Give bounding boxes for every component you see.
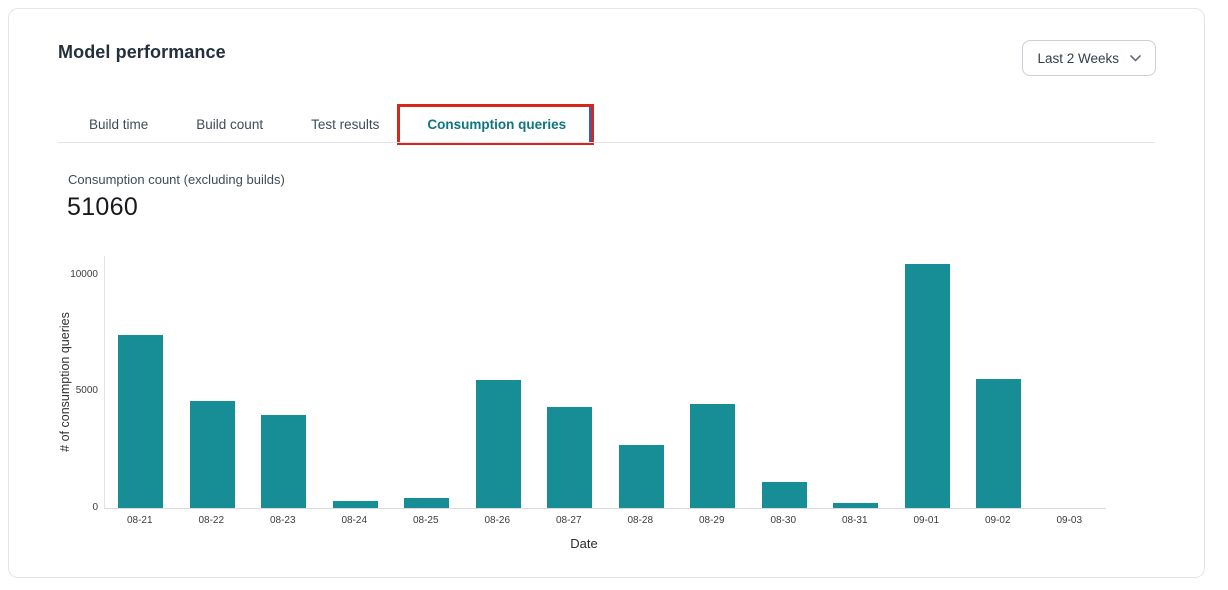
bar-slot bbox=[749, 256, 821, 508]
y-tick-label: 0 bbox=[92, 502, 98, 513]
x-tick-label: 08-24 bbox=[341, 515, 368, 526]
bar-slot bbox=[320, 256, 392, 508]
bar-08-22 bbox=[189, 400, 235, 508]
x-tick-label: 08-26 bbox=[484, 515, 511, 526]
x-tick-label: 08-31 bbox=[841, 515, 868, 526]
bar-08-21 bbox=[118, 335, 164, 508]
bar-08-23 bbox=[261, 414, 307, 508]
x-axis-title: Date bbox=[570, 536, 598, 551]
bar-08-30 bbox=[761, 481, 807, 508]
tab-build-count[interactable]: Build count bbox=[196, 116, 264, 132]
bar-chart-plot-area bbox=[104, 256, 1106, 509]
bar-09-01 bbox=[904, 264, 950, 508]
x-tick-labels: 08-21 08-22 08-23 08-24 08-25 08-26 08-27 08-28… bbox=[104, 515, 1105, 526]
bar-slot bbox=[105, 256, 177, 508]
bar-slot bbox=[177, 256, 249, 508]
y-tick-label: 10000 bbox=[70, 268, 98, 280]
bars bbox=[105, 256, 1106, 508]
x-tick-label: 08-25 bbox=[412, 515, 439, 526]
bar-slot bbox=[820, 256, 892, 508]
model-performance-card: Model performance Last 2 Weeks Build tim… bbox=[8, 8, 1205, 578]
x-tick-label: 08-21 bbox=[126, 515, 153, 526]
bar-08-24 bbox=[332, 501, 378, 508]
page-title: Model performance bbox=[58, 42, 226, 62]
y-tick-labels: 0 5000 10000 bbox=[9, 256, 98, 513]
tab-test-results[interactable]: Test results bbox=[311, 116, 380, 132]
x-tick-label: 08-28 bbox=[627, 515, 654, 526]
bar-08-27 bbox=[547, 406, 593, 508]
tabs: Build time Build count Test results Consump… bbox=[89, 103, 595, 145]
time-range-dropdown[interactable]: Last 2 Weeks bbox=[1022, 40, 1156, 76]
metric-label: Consumption count (excluding builds) bbox=[68, 172, 285, 187]
tab-build-time[interactable]: Build time bbox=[89, 116, 149, 132]
y-tick-label: 5000 bbox=[75, 385, 98, 397]
x-tick-label: 08-29 bbox=[698, 515, 725, 526]
bar-08-26 bbox=[475, 379, 521, 508]
bar-slot bbox=[463, 256, 535, 508]
chevron-down-icon bbox=[1130, 54, 1141, 62]
bar-slot bbox=[892, 256, 964, 508]
tabs-divider bbox=[58, 142, 1155, 143]
bar-slot bbox=[1035, 256, 1107, 508]
metric-value: 51060 bbox=[67, 193, 139, 221]
bar-slot bbox=[534, 256, 606, 508]
bar-slot bbox=[391, 256, 463, 508]
x-tick-label: 08-30 bbox=[770, 515, 797, 526]
bar-slot bbox=[677, 256, 749, 508]
bar-09-02 bbox=[976, 378, 1022, 508]
x-tick-label: 08-22 bbox=[198, 515, 225, 526]
bar-08-31 bbox=[833, 503, 879, 508]
annotation-highlight-box bbox=[397, 103, 595, 145]
x-tick-label: 09-03 bbox=[1056, 515, 1083, 526]
bar-slot bbox=[248, 256, 320, 508]
bar-slot bbox=[606, 256, 678, 508]
time-range-label: Last 2 Weeks bbox=[1037, 50, 1119, 66]
x-tick-label: 08-27 bbox=[555, 515, 582, 526]
x-tick-label: 09-01 bbox=[913, 515, 940, 526]
x-tick-label: 08-23 bbox=[269, 515, 296, 526]
bar-08-29 bbox=[690, 404, 736, 508]
bar-08-28 bbox=[618, 445, 664, 508]
bar-slot bbox=[963, 256, 1035, 508]
x-tick-label: 09-02 bbox=[984, 515, 1011, 526]
tab-consumption-queries[interactable]: Consumption queries bbox=[397, 103, 595, 145]
bar-08-25 bbox=[404, 497, 450, 508]
